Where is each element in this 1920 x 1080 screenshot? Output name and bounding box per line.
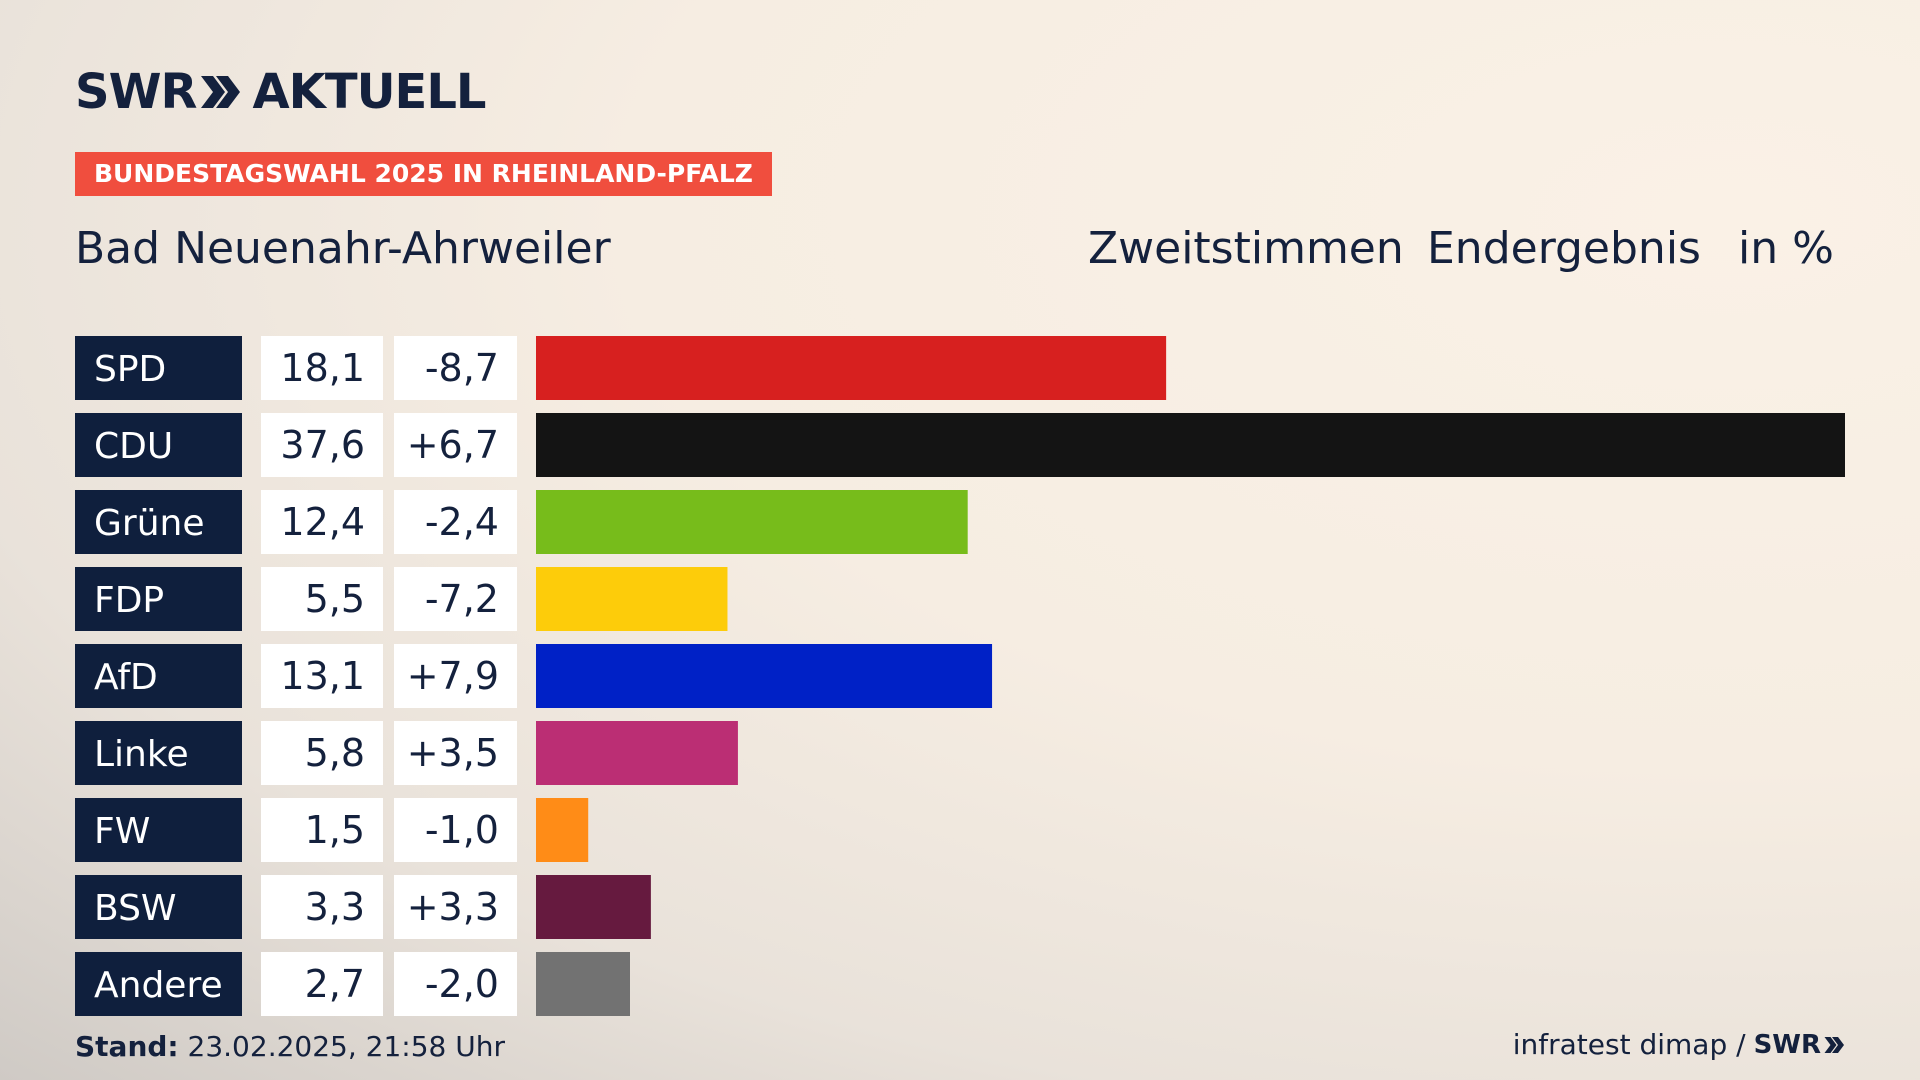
bar-bsw xyxy=(536,875,651,939)
party-label-bg-fw xyxy=(75,798,242,862)
party-label-afd: AfD xyxy=(94,657,158,698)
bar-cdu xyxy=(536,413,1845,477)
party-label-bsw: BSW xyxy=(94,888,177,929)
change-label-fw: -1,0 xyxy=(425,808,499,852)
bar-spd xyxy=(536,336,1167,400)
status-header: Endergebnis xyxy=(1427,223,1701,274)
value-cell-bg-bsw xyxy=(261,875,383,939)
party-label-bg-afd xyxy=(75,644,242,708)
party-label-bg-fdp xyxy=(75,567,242,631)
swr-mini-logo: SWR xyxy=(1754,1028,1845,1062)
swr-aktuell-logo: SWR AKTUELL xyxy=(75,64,487,120)
change-cell-bg-gr-ne xyxy=(394,490,517,554)
vote-type-header: Zweitstimmen xyxy=(1088,223,1404,274)
party-label-bg-gr-ne xyxy=(75,490,242,554)
double-chevron-icon xyxy=(1824,1037,1844,1053)
value-label-spd: 18,1 xyxy=(280,346,365,390)
value-label-fw: 1,5 xyxy=(305,808,365,852)
change-label-gr-ne: -2,4 xyxy=(425,500,499,544)
timestamp: Stand: 23.02.2025, 21:58 Uhr xyxy=(75,1030,505,1064)
value-label-andere: 2,7 xyxy=(305,962,365,1006)
party-label-fdp: FDP xyxy=(94,580,164,621)
change-cell-bg-fw xyxy=(394,798,517,862)
bar-afd xyxy=(536,644,993,708)
value-cell-bg-spd xyxy=(261,336,383,400)
party-label-andere: Andere xyxy=(94,965,223,1006)
change-label-linke: +3,5 xyxy=(407,731,499,775)
source-credit: infratest dimap / SWR xyxy=(1513,1028,1845,1062)
bar-gr-ne xyxy=(536,490,968,554)
brand-suffix: AKTUELL xyxy=(252,64,486,120)
party-label-cdu: CDU xyxy=(94,426,173,467)
change-label-bsw: +3,3 xyxy=(407,885,499,929)
change-cell-bg-bsw xyxy=(394,875,517,939)
party-label-linke: Linke xyxy=(94,734,189,775)
change-label-andere: -2,0 xyxy=(425,962,499,1006)
region-title: Bad Neuenahr-Ahrweiler xyxy=(75,223,611,274)
party-label-fw: FW xyxy=(94,811,150,852)
value-label-gr-ne: 12,4 xyxy=(280,500,365,544)
source-text: infratest dimap / xyxy=(1512,1028,1746,1061)
value-cell-bg-afd xyxy=(261,644,383,708)
brand-name: SWR xyxy=(75,64,197,120)
value-cell-bg-fw xyxy=(261,798,383,862)
change-cell-bg-andere xyxy=(394,952,517,1016)
change-label-fdp: -7,2 xyxy=(425,577,499,621)
value-label-linke: 5,8 xyxy=(305,731,365,775)
election-tag: BUNDESTAGSWAHL 2025 IN RHEINLAND-PFALZ xyxy=(75,152,772,196)
value-cell-bg-andere xyxy=(261,952,383,1016)
change-cell-bg-cdu xyxy=(394,413,517,477)
bar-linke xyxy=(536,721,738,785)
value-cell-bg-gr-ne xyxy=(261,490,383,554)
change-label-cdu: +6,7 xyxy=(407,423,499,467)
change-label-afd: +7,9 xyxy=(407,654,499,698)
stand-value: 23.02.2025, 21:58 Uhr xyxy=(187,1030,505,1063)
party-label-bg-andere xyxy=(75,952,242,1016)
bar-fdp xyxy=(536,567,728,631)
double-chevron-icon xyxy=(201,76,241,108)
change-label-spd: -8,7 xyxy=(425,346,499,390)
stand-label: Stand: xyxy=(75,1030,179,1063)
party-label-bg-cdu xyxy=(75,413,242,477)
value-label-fdp: 5,5 xyxy=(305,577,365,621)
unit-header: in % xyxy=(1738,223,1834,274)
change-cell-bg-linke xyxy=(394,721,517,785)
change-cell-bg-fdp xyxy=(394,567,517,631)
party-label-bg-linke xyxy=(75,721,242,785)
bar-andere xyxy=(536,952,630,1016)
value-cell-bg-fdp xyxy=(261,567,383,631)
party-label-gr-ne: Grüne xyxy=(94,503,204,544)
party-label-spd: SPD xyxy=(94,349,166,390)
party-label-bg-spd xyxy=(75,336,242,400)
change-cell-bg-afd xyxy=(394,644,517,708)
value-cell-bg-cdu xyxy=(261,413,383,477)
change-cell-bg-spd xyxy=(394,336,517,400)
party-label-bg-bsw xyxy=(75,875,242,939)
value-label-bsw: 3,3 xyxy=(305,885,365,929)
source-brand: SWR xyxy=(1753,1030,1821,1060)
value-label-cdu: 37,6 xyxy=(280,423,365,467)
value-label-afd: 13,1 xyxy=(280,654,365,698)
value-cell-bg-linke xyxy=(261,721,383,785)
bar-fw xyxy=(536,798,589,862)
